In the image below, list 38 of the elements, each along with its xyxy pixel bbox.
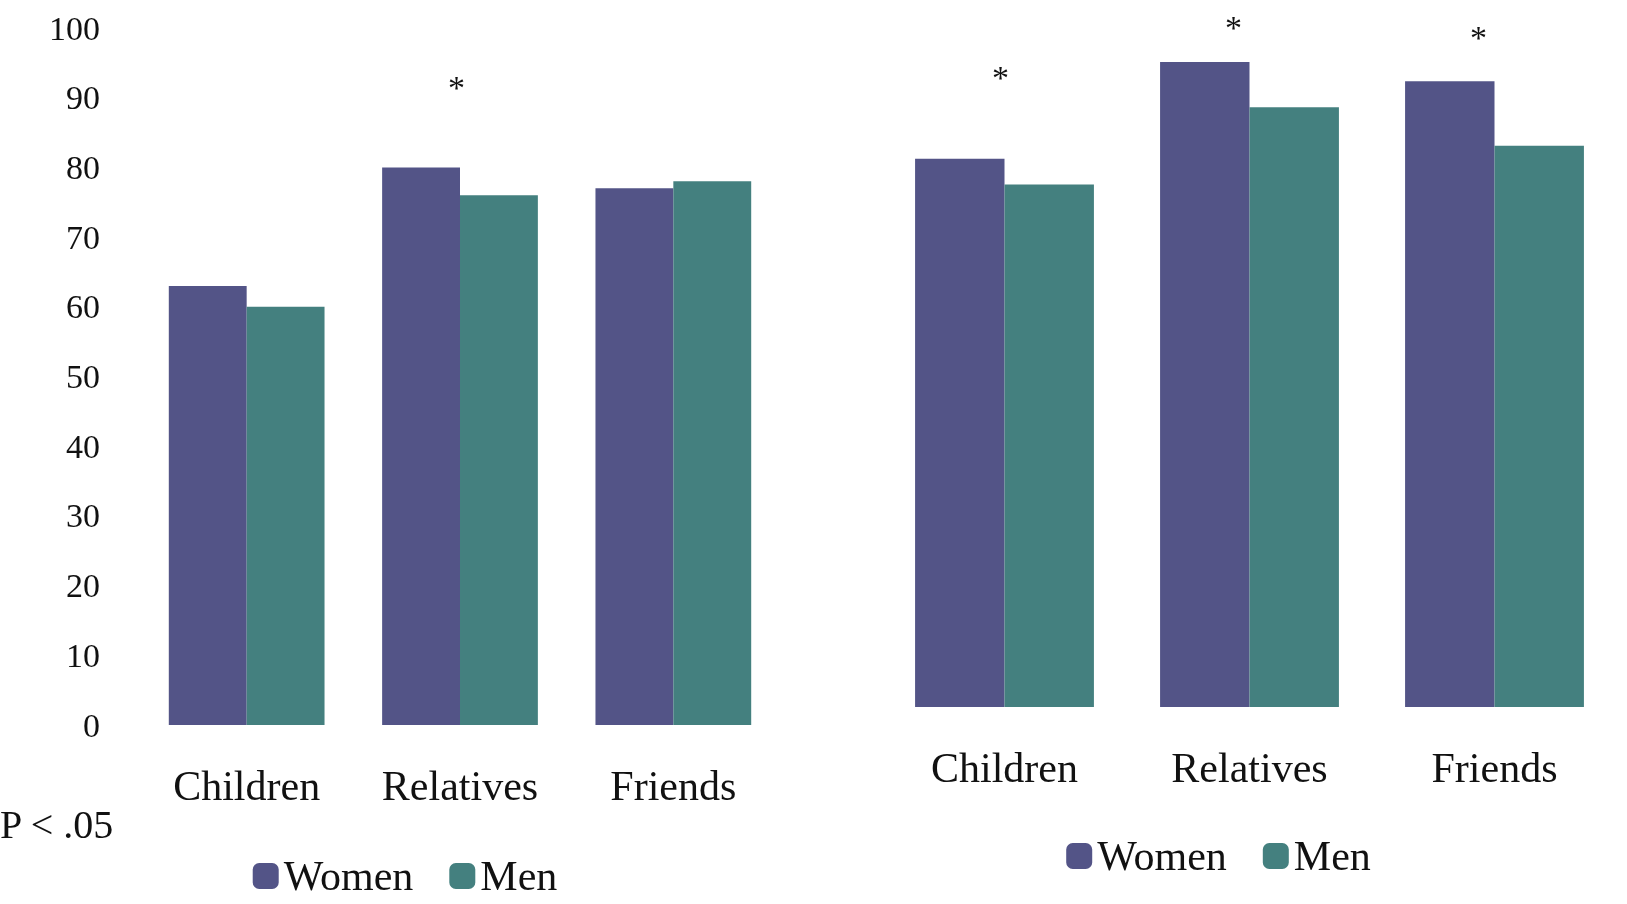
legend-label: Women [1097,833,1227,879]
annotation: * [448,68,465,106]
y-tick-label: 70 [66,218,100,256]
bar [1249,107,1339,707]
bar [1004,184,1094,707]
x-tick-label: Relatives [381,763,539,809]
text: * [1225,8,1242,46]
bar [382,167,460,725]
legend-label: Men [1293,833,1371,879]
bar [673,181,752,725]
y-tick-label: 90 [66,79,100,117]
y-tick-label: 30 [66,497,100,535]
y-tick-label: 40 [66,427,100,465]
bar [1405,81,1495,707]
legend-label: Women [283,853,414,899]
y-tick-label: 60 [66,288,100,326]
bar [1494,145,1584,707]
bar [460,195,538,725]
y-tick-label: 0 [83,706,100,744]
x-tick-label: Children [173,763,321,809]
bar [1160,62,1250,707]
x-tick-label: Children [931,745,1078,791]
x-tick-label: Friends [610,763,737,809]
bar [915,158,1005,707]
bar [246,306,325,725]
y-tick-label: 50 [66,358,100,395]
y-tick-label: 80 [66,148,100,186]
text: * [1470,18,1487,56]
bar [595,188,674,725]
y-tick-label: 100 [49,9,100,47]
x-tick-label: Friends [1431,745,1558,791]
annotation: * [992,58,1009,96]
text: P < .05 [0,801,114,847]
y-tick-label: 10 [66,636,100,674]
bar [168,285,247,725]
x-tick-label: Relatives [1171,745,1328,791]
y-tick-label: 20 [66,567,100,605]
legend-label: Men [480,853,558,899]
